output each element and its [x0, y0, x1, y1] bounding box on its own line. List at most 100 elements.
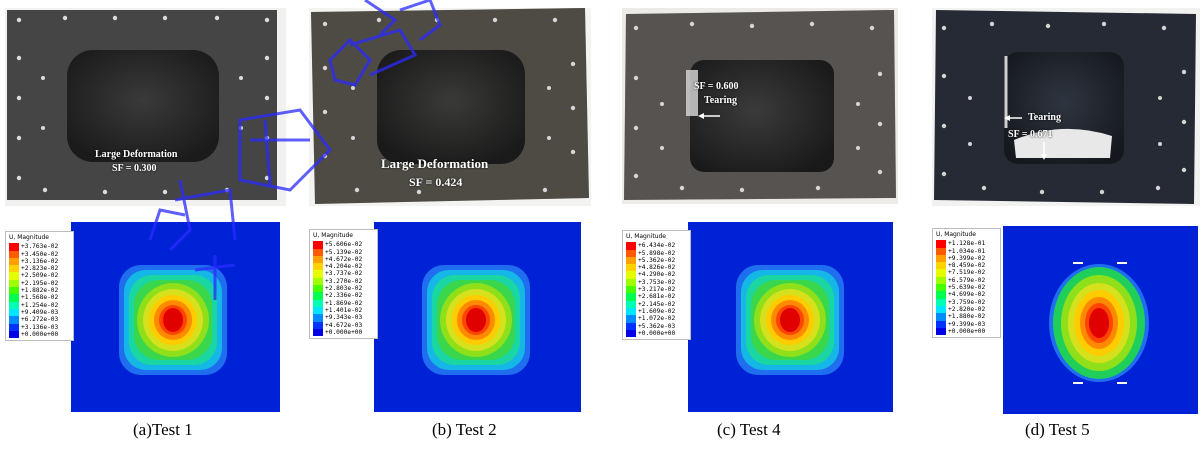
- legend-row: +2.145e-02: [626, 300, 687, 308]
- contour-plot-test-5: [1003, 226, 1198, 414]
- photo-label-sf: SF = 0.671: [1008, 129, 1053, 140]
- legend-row: +2.509e-02: [9, 272, 70, 280]
- caption-test-2: (b) Test 2: [432, 420, 497, 439]
- legend-value: +2.336e-02: [325, 292, 363, 300]
- photo-label-sf: SF = 0.300: [112, 163, 157, 174]
- legend-value: +3.753e-02: [638, 278, 676, 286]
- legend-row: +5.639e-02: [936, 284, 997, 292]
- legend-value: +2.820e-02: [948, 305, 986, 313]
- legend-row: +1.882e-02: [9, 287, 70, 295]
- legend-value: +1.568e-02: [21, 294, 59, 302]
- contour-test-4-image: [688, 222, 893, 412]
- legend-row: +4.672e-02: [313, 255, 374, 264]
- photo-label-deformation: Large Deformation: [381, 156, 489, 171]
- legend-row: +1.869e-02: [313, 299, 374, 307]
- legend-row: +1.254e-02: [9, 301, 70, 309]
- legend-row: +4.672e-03: [313, 321, 374, 329]
- legend-value: +3.450e-02: [21, 250, 59, 258]
- legend-row: +3.217e-02: [626, 286, 687, 294]
- legend-row: +5.139e-02: [313, 248, 374, 256]
- legend-value: +6.272e-03: [21, 316, 59, 324]
- legend-value: +1.401e-02: [325, 306, 363, 314]
- legend-value: +0.000e+00: [638, 329, 676, 337]
- legend-title: U, Magnitude: [313, 232, 353, 239]
- legend-value: +6.579e-02: [948, 276, 986, 284]
- legend-row: +0.000e+00: [626, 329, 687, 338]
- legend-test-2: U, Magnitude +5.606e-02 +5.139e-02 +4.67…: [309, 229, 378, 340]
- legend-value: +3.136e-03: [21, 323, 59, 331]
- legend-value: +0.000e+00: [21, 330, 59, 338]
- legend-value: +1.882e-02: [21, 287, 59, 295]
- legend-row: +2.820e-02: [936, 305, 997, 314]
- legend-title: U, Magnitude: [626, 233, 666, 240]
- legend-value: +1.869e-02: [325, 299, 363, 307]
- legend-row: +4.699e-02: [936, 291, 997, 299]
- legend-test-1: U, Magnitude +3.763e-02 +3.450e-02 +3.13…: [5, 231, 74, 342]
- legend-value: +5.639e-02: [948, 284, 986, 292]
- legend-value: +1.072e-02: [638, 315, 676, 323]
- legend-row: +6.579e-02: [936, 276, 997, 285]
- legend-value: +5.362e-02: [638, 256, 676, 264]
- legend-value: +4.672e-02: [325, 255, 363, 263]
- legend-row: +8.459e-02: [936, 262, 997, 270]
- legend-value: +0.000e+00: [325, 328, 363, 336]
- photo-test-5: Tearing SF = 0.671: [932, 8, 1200, 206]
- legend-row: +9.399e-03: [936, 320, 997, 328]
- legend-value: +2.509e-02: [21, 272, 59, 280]
- legend-value: +4.204e-02: [325, 263, 363, 271]
- legend-value: +9.399e-03: [948, 320, 986, 328]
- legend-value: +2.195e-02: [21, 279, 59, 287]
- legend-value: +1.880e-02: [948, 313, 986, 321]
- legend-row: +1.880e-02: [936, 313, 997, 321]
- legend-row: +1.072e-02: [626, 315, 687, 323]
- legend-value: +5.139e-02: [325, 248, 363, 256]
- photo-test-4-image: [622, 8, 898, 204]
- legend-value: +9.399e-02: [948, 254, 986, 262]
- legend-row: +2.336e-02: [313, 292, 374, 300]
- legend-row: +0.000e+00: [936, 327, 997, 336]
- legend-row: +5.898e-02: [626, 249, 687, 257]
- legend-row: +1.128e-01: [936, 240, 997, 248]
- legend-row: +5.362e-02: [626, 256, 687, 265]
- legend-row: +1.034e-01: [936, 247, 997, 255]
- legend-test-4: U, Magnitude +6.434e-02 +5.898e-02 +5.36…: [622, 230, 691, 341]
- legend-test-5: U, Magnitude +1.128e-01 +1.034e-01 +9.39…: [932, 228, 1001, 339]
- legend-row: +5.606e-02: [313, 241, 374, 249]
- legend-row: +6.434e-02: [626, 242, 687, 250]
- legend-value: +3.763e-02: [21, 243, 59, 251]
- legend-value: +2.823e-02: [21, 265, 59, 273]
- legend-row: +4.826e-02: [626, 264, 687, 272]
- legend-row: +0.000e+00: [9, 330, 70, 339]
- legend-row: +9.343e-03: [313, 314, 374, 322]
- photo-test-1: Large Deformation SF = 0.300: [5, 8, 286, 206]
- photo-test-4: SF = 0.600 Tearing: [622, 8, 898, 204]
- legend-value: +3.136e-02: [21, 257, 59, 265]
- legend-row: +6.272e-03: [9, 316, 70, 324]
- legend-value: +1.609e-02: [638, 307, 676, 315]
- legend-row: +5.362e-03: [626, 322, 687, 330]
- legend-title: U, Magnitude: [9, 234, 49, 241]
- legend-value: +1.254e-02: [21, 301, 59, 309]
- legend-value: +6.434e-02: [638, 242, 676, 250]
- legend-value: +8.459e-02: [948, 262, 986, 270]
- legend-row: +2.681e-02: [626, 293, 687, 301]
- legend-row: +3.763e-02: [9, 243, 70, 251]
- legend-row: +9.399e-02: [936, 254, 997, 263]
- legend-value: +7.519e-02: [948, 269, 986, 277]
- legend-row: +2.195e-02: [9, 279, 70, 288]
- contour-plot-test-4: [688, 222, 893, 412]
- contour-test-1-image: [71, 222, 280, 412]
- legend-value: +4.826e-02: [638, 264, 676, 272]
- legend-value: +1.128e-01: [948, 240, 986, 248]
- legend-value: +4.699e-02: [948, 291, 986, 299]
- legend-row: +0.000e+00: [313, 328, 374, 337]
- photo-label-sf: SF = 0.424: [409, 175, 463, 189]
- legend-row: +3.450e-02: [9, 250, 70, 258]
- legend-row: +3.136e-03: [9, 323, 70, 331]
- caption-test-5: (d) Test 5: [1025, 420, 1090, 439]
- contour-plot-test-1: [71, 222, 280, 412]
- contour-plot-test-2: [374, 222, 581, 412]
- legend-row: +1.568e-02: [9, 294, 70, 302]
- legend-row: +1.609e-02: [626, 307, 687, 316]
- photo-label-tearing: Tearing: [704, 95, 737, 106]
